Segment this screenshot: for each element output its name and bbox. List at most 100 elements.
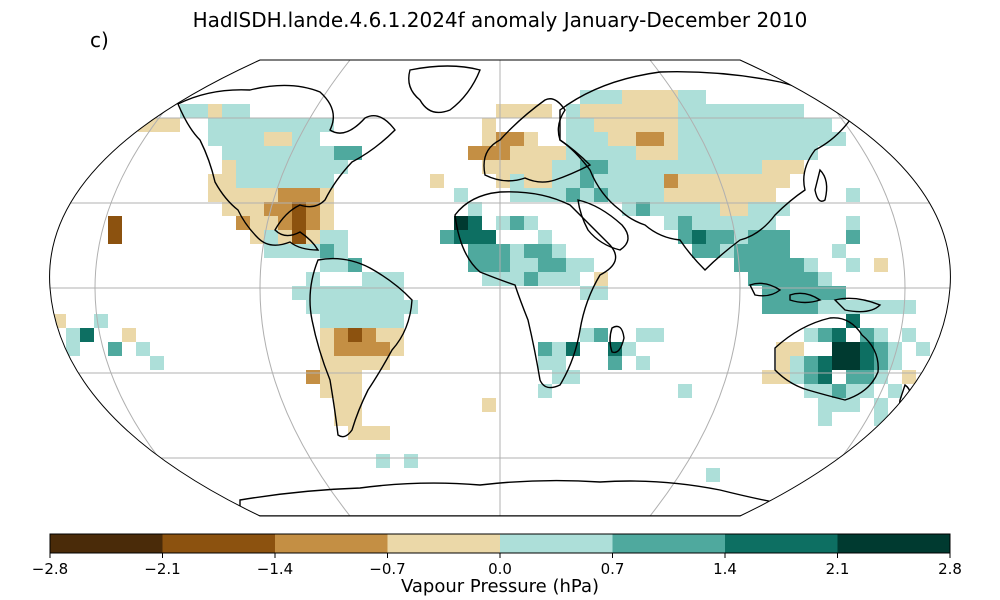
grid-cell <box>222 160 236 174</box>
grid-cell <box>376 272 390 286</box>
grid-cell <box>362 286 376 300</box>
grid-cell <box>762 160 776 174</box>
grid-cell <box>706 216 720 230</box>
grid-cell <box>636 188 650 202</box>
grid-cell <box>538 104 552 118</box>
grid-cell <box>482 160 496 174</box>
grid-cell <box>608 132 622 146</box>
grid-cell <box>236 160 250 174</box>
coastlines <box>177 65 912 516</box>
grid-cell <box>608 160 622 174</box>
grid-cell <box>804 356 818 370</box>
grid-cell <box>278 244 292 258</box>
coast-arabia <box>577 199 629 251</box>
grid-cell <box>236 216 250 230</box>
coast-indonesia <box>749 282 882 313</box>
coast-asia <box>559 71 851 271</box>
grid-cell <box>734 230 748 244</box>
panel-label: c) <box>90 28 109 52</box>
grid-cell <box>566 132 580 146</box>
grid-cell <box>832 300 846 314</box>
grid-cell <box>720 160 734 174</box>
grid-cell <box>608 90 622 104</box>
grid-cell <box>776 258 790 272</box>
grid-cell <box>166 118 180 132</box>
grid-cell <box>348 286 362 300</box>
grid-cell <box>376 342 390 356</box>
grid-cell <box>524 146 538 160</box>
grid-cell <box>790 342 804 356</box>
grid-cell <box>320 384 334 398</box>
grid-cell <box>580 132 594 146</box>
grid-cell <box>348 356 362 370</box>
grid-cell <box>748 202 762 216</box>
grid-cell <box>552 272 566 286</box>
grid-cell <box>692 146 706 160</box>
grid-cell <box>510 160 524 174</box>
grid-cell <box>720 132 734 146</box>
grid-cell <box>706 230 720 244</box>
grid-cell <box>832 286 846 300</box>
grid-cell <box>860 356 874 370</box>
grid-cell <box>362 328 376 342</box>
grid-cell <box>108 230 122 244</box>
grid-cell <box>804 328 818 342</box>
grid-cell <box>552 146 566 160</box>
grid-cell <box>608 174 622 188</box>
grid-cell <box>734 216 748 230</box>
grid-cell <box>468 202 482 216</box>
grid-cell <box>776 118 790 132</box>
grid-cell <box>264 174 278 188</box>
grid-cell <box>482 132 496 146</box>
grid-cell <box>888 300 902 314</box>
grid-cell <box>566 146 580 160</box>
grid-cell <box>706 188 720 202</box>
grid-cell <box>734 188 748 202</box>
grid-cell <box>650 202 664 216</box>
grid-cell <box>692 244 706 258</box>
grid-cell <box>776 342 790 356</box>
grid-cell <box>776 300 790 314</box>
grid-cell <box>692 104 706 118</box>
grid-cell <box>348 384 362 398</box>
grid-cell <box>818 328 832 342</box>
grid-cell <box>524 272 538 286</box>
coast-australia <box>774 317 879 401</box>
grid-cell <box>692 216 706 230</box>
grid-cell <box>762 286 776 300</box>
grid-cell <box>292 146 306 160</box>
grid-cell <box>348 146 362 160</box>
colorbar-segment <box>612 534 726 553</box>
grid-cell <box>236 174 250 188</box>
grid-cell <box>748 216 762 230</box>
grid-cell <box>650 118 664 132</box>
grid-cell <box>320 356 334 370</box>
grid-cell <box>320 202 334 216</box>
grid-cell <box>748 132 762 146</box>
grid-cell <box>264 132 278 146</box>
colorbar-segment <box>275 534 388 553</box>
grid-cell <box>678 90 692 104</box>
grid-cell <box>608 146 622 160</box>
grid-cell <box>80 328 94 342</box>
grid-cell <box>334 146 348 160</box>
grid-cell <box>222 104 236 118</box>
grid-cell <box>678 216 692 230</box>
grid-cell <box>846 314 860 328</box>
grid-cell <box>874 328 888 342</box>
grid-cell <box>222 146 236 160</box>
grid-cell <box>482 244 496 258</box>
grid-cell <box>804 272 818 286</box>
grid-cell <box>362 314 376 328</box>
colorbar-segment <box>837 534 951 553</box>
colorbar-tick-label: 2.1 <box>826 560 850 578</box>
colorbar-segment <box>725 534 838 553</box>
grid-cell <box>250 160 264 174</box>
grid-cell <box>664 202 678 216</box>
grid-cell <box>362 272 376 286</box>
grid-cell <box>622 188 636 202</box>
grid-cell <box>790 300 804 314</box>
grid-cell <box>538 244 552 258</box>
grid-cell <box>790 146 804 160</box>
